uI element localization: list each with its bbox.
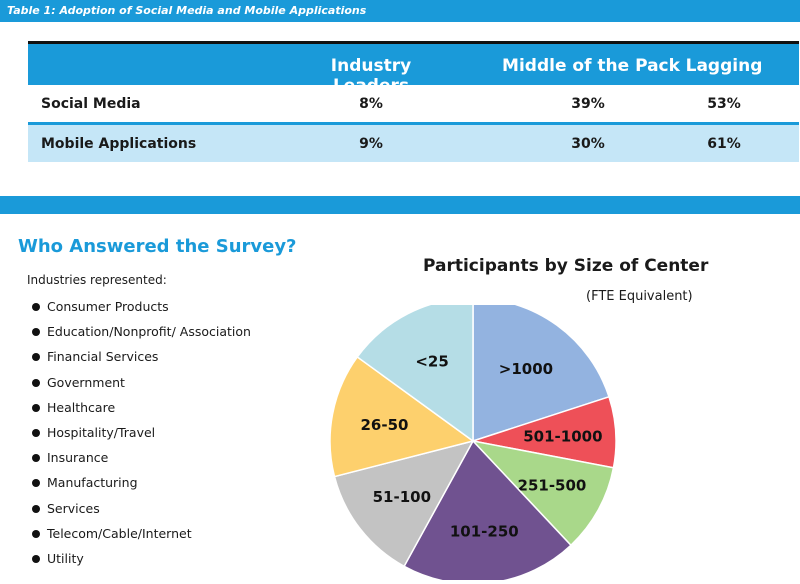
industries-label: Industries represented: [27,273,167,287]
header-lagging: Lagging [685,56,763,76]
list-item: Government [30,370,251,395]
pie-slice [356,305,474,443]
pie-chart: >1000 501-1000 251-500 101-250 51-100 26-50 <2… [329,305,617,580]
list-item: Hospitality/Travel [30,420,251,445]
pie-slice [472,305,610,443]
industries-list: Consumer Products Education/Nonprofit/ A… [30,294,251,571]
table-header-row: Industry Leaders Middle of the Pack Lagg… [28,44,799,96]
table-caption: Table 1: Adoption of Social Media and Mo… [7,4,367,17]
chart-subtitle: (FTE Equivalent) [586,289,693,304]
adoption-table: Industry Leaders Middle of the Pack Lagg… [28,41,799,162]
pie-slice-label: 501-1000 [523,427,602,445]
pie-slice [470,439,615,547]
pie-slice [403,439,572,580]
list-item: Utility [30,546,251,571]
pie-slice-label: 26-50 [361,416,409,434]
pie-slice-label: 51-100 [373,488,431,506]
cell-value: 30% [571,136,605,152]
cell-value: 8% [359,96,383,112]
pie-slice-label: 251-500 [518,476,587,494]
section-title: Who Answered the Survey? [18,236,297,257]
table-top-rule [28,41,799,44]
pie-slice [329,355,475,478]
pie-slice-label: <25 [415,353,448,371]
list-item: Consumer Products [30,294,251,319]
cell-value: 39% [571,96,605,112]
pie-slice-label: 101-250 [450,522,519,540]
table-row: Social Media 8% 39% 53% [28,85,799,122]
cell-value: 61% [707,136,741,152]
pie-slice [333,439,475,568]
list-item: Manufacturing [30,470,251,495]
list-item: Financial Services [30,344,251,369]
list-item: Services [30,496,251,521]
row-label: Social Media [41,96,141,112]
header-industry-leaders: Industry Leaders [330,56,412,96]
row-label: Mobile Applications [41,136,197,152]
list-item: Healthcare [30,395,251,420]
list-item: Telecom/Cable/Internet [30,521,251,546]
row-divider [28,122,799,125]
list-item: Education/Nonprofit/ Association [30,319,251,344]
list-item: Insurance [30,445,251,470]
chart-title: Participants by Size of Center [423,256,709,276]
cell-value: 53% [707,96,741,112]
table-caption-bar: Table 1: Adoption of Social Media and Mo… [0,0,800,22]
table-row: Mobile Applications 9% 30% 61% [28,125,799,162]
header-middle-of-pack: Middle of the Pack [502,56,680,76]
pie-slice-label: >1000 [499,360,553,378]
section-divider-band [0,196,800,214]
cell-value: 9% [359,136,383,152]
